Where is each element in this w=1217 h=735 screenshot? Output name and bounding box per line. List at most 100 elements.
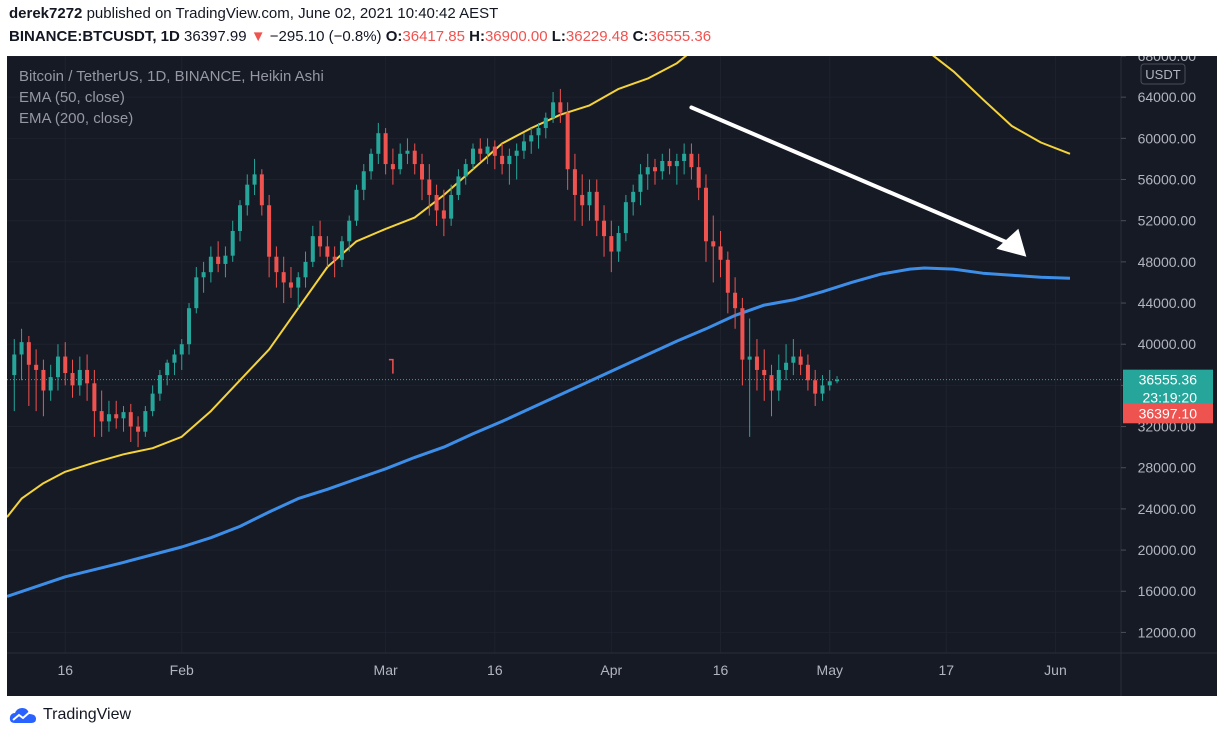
price-tag-value: 36397.10: [1139, 405, 1198, 421]
candle-up: [48, 377, 53, 391]
candle-down: [754, 356, 759, 370]
candle-up: [529, 135, 534, 142]
open-label: O:: [385, 28, 403, 45]
candle-down: [288, 282, 293, 288]
candle-down: [427, 179, 432, 195]
ohlc-line: BINANCE:BTCUSDT, 1D 36397.99 ▼ −295.10 (…: [9, 28, 711, 50]
x-tick-label: Jun: [1044, 662, 1067, 678]
candle-up: [179, 344, 184, 355]
currency-badge: [1140, 63, 1186, 85]
x-tick-label: Mar: [374, 662, 398, 678]
candle-up: [835, 379, 840, 382]
candle-up: [157, 375, 162, 394]
candle-up: [230, 230, 235, 256]
candle-down: [718, 246, 723, 260]
candle-down: [99, 411, 104, 422]
candle-up: [645, 167, 650, 175]
candle-down: [267, 205, 272, 257]
candle-down: [136, 426, 141, 432]
price-tag: [1123, 369, 1213, 408]
trend-arrow-head: [996, 228, 1027, 257]
change-value: −295.10 (−0.8%): [269, 28, 382, 45]
candle-up: [485, 146, 490, 154]
candle-up: [674, 160, 679, 167]
candle-down: [580, 194, 585, 206]
candle-up: [398, 153, 403, 170]
candle-up: [208, 256, 213, 273]
candle-up: [201, 272, 206, 278]
candle-up: [369, 153, 374, 172]
candle-up: [470, 148, 475, 165]
tradingview-brand: TradingView: [43, 706, 132, 723]
candle-down: [696, 167, 701, 188]
candle-up: [354, 189, 359, 221]
candle-up: [121, 412, 126, 419]
candle-up: [463, 164, 468, 177]
candle-down: [216, 256, 221, 264]
candle-up: [660, 160, 665, 172]
tradingview-cloud-icon: [9, 708, 36, 723]
price-tag-countdown: 23:19:20: [1143, 390, 1198, 406]
candle-up: [587, 191, 592, 206]
candle-down: [434, 194, 439, 211]
candle-down: [383, 133, 388, 165]
candle-down: [703, 187, 708, 242]
candle-down: [274, 256, 279, 273]
candle-up: [551, 102, 556, 118]
candle-up: [303, 261, 308, 278]
candle-down: [412, 150, 417, 165]
candle-up: [456, 176, 461, 195]
low-label: L:: [551, 28, 566, 45]
candle-down: [332, 256, 337, 260]
candle-down: [689, 153, 694, 168]
candle-down: [762, 369, 767, 376]
x-tick-label: May: [817, 662, 843, 678]
high-label: H:: [469, 28, 485, 45]
candle-up: [536, 128, 541, 136]
publisher-name[interactable]: derek7272: [9, 5, 83, 22]
candle-down: [128, 412, 133, 427]
candle-down: [420, 164, 425, 180]
candle-down: [114, 414, 119, 419]
candle-down: [572, 169, 577, 195]
candle-up: [77, 369, 82, 386]
candle-up: [310, 236, 315, 262]
candle-down: [805, 364, 810, 381]
price-chart[interactable]: 12000.00 16000.00 20000.00 24000.00 28000.00…: [7, 56, 1217, 696]
x-tick-label: Apr: [600, 662, 622, 678]
candle-up: [223, 255, 228, 264]
y-tick-label: 60000.00: [1138, 130, 1197, 146]
candle-up: [820, 385, 825, 394]
candle-down: [26, 342, 31, 365]
y-tick-label: 20000.00: [1138, 542, 1197, 558]
y-tick-label: 40000.00: [1138, 336, 1197, 352]
candle-up: [507, 155, 512, 165]
tradingview-logo: TradingView: [9, 700, 131, 730]
candle-up: [791, 356, 796, 363]
high-value: 36900.00: [484, 28, 548, 45]
candle-down: [813, 380, 818, 394]
trend-arrow-line: [689, 105, 1015, 247]
candle-down: [798, 356, 803, 365]
candle-down: [63, 356, 68, 374]
candle-up: [631, 191, 636, 203]
close-label: C:: [632, 28, 649, 45]
candle-up: [784, 362, 789, 370]
x-tick-label: 17: [938, 662, 954, 678]
candle-down: [500, 155, 505, 165]
publish-line: derek7272 published on TradingView.com, …: [9, 5, 498, 27]
candle-down: [478, 148, 483, 154]
candle-down: [41, 369, 46, 391]
candle-down: [259, 174, 264, 206]
chart-area[interactable]: 12000.00 16000.00 20000.00 24000.00 28000.00…: [7, 56, 1217, 696]
candle-up: [339, 241, 344, 260]
published-text: published on TradingView.com, June 02, 2…: [86, 5, 499, 22]
candle-up: [296, 277, 301, 288]
candle-down: [769, 375, 774, 391]
candle-up: [449, 194, 454, 219]
chart-background: [7, 56, 1217, 696]
y-tick-label: 24000.00: [1138, 501, 1197, 517]
candle-down: [92, 383, 97, 412]
candle-down: [725, 259, 730, 293]
ema200-line: [7, 266, 1071, 598]
